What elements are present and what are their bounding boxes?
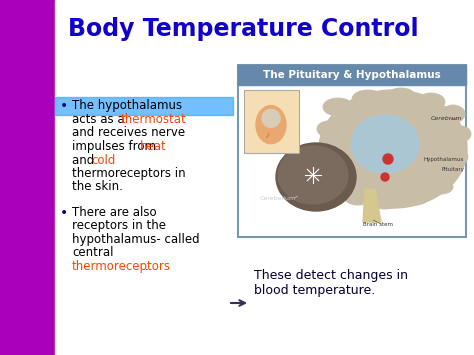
Ellipse shape: [429, 180, 453, 194]
Text: heat: heat: [140, 140, 167, 153]
Ellipse shape: [315, 146, 335, 162]
Bar: [0, 0, 55, 355]
Ellipse shape: [401, 189, 429, 205]
Bar: [60, 2, 474, 57]
Text: Brain stem: Brain stem: [363, 223, 393, 228]
Bar: [55, 0, 474, 355]
Text: receptors in the: receptors in the: [72, 219, 166, 233]
Text: impulses from: impulses from: [72, 140, 160, 153]
Text: the skin.: the skin.: [72, 180, 123, 193]
Ellipse shape: [386, 88, 416, 106]
Text: thermostat: thermostat: [120, 113, 186, 126]
Ellipse shape: [381, 173, 389, 181]
Ellipse shape: [323, 98, 353, 116]
Ellipse shape: [383, 154, 393, 164]
Ellipse shape: [441, 105, 465, 123]
Text: thermoreceptors: thermoreceptors: [72, 260, 171, 273]
Ellipse shape: [451, 126, 471, 142]
Text: Body Temperature Control: Body Temperature Control: [68, 17, 419, 41]
Ellipse shape: [448, 149, 468, 165]
Bar: [238, 65, 466, 85]
Text: Cerebrum: Cerebrum: [430, 116, 462, 121]
Text: hypothalamus- called: hypothalamus- called: [72, 233, 200, 246]
Ellipse shape: [262, 109, 280, 127]
Bar: [238, 65, 466, 237]
Text: acts as a: acts as a: [72, 113, 128, 126]
Ellipse shape: [344, 189, 372, 205]
Ellipse shape: [352, 90, 384, 108]
Text: •: •: [60, 99, 68, 113]
Text: Cerebellum: Cerebellum: [260, 197, 296, 202]
Text: The hypothalamus: The hypothalamus: [72, 99, 182, 113]
Text: The Pituitary & Hypothalamus: The Pituitary & Hypothalamus: [263, 70, 441, 80]
Polygon shape: [363, 189, 381, 222]
Text: cold: cold: [91, 153, 116, 166]
Ellipse shape: [370, 193, 400, 209]
Text: and: and: [72, 153, 98, 166]
Ellipse shape: [317, 121, 339, 137]
Text: Hypothalamus: Hypothalamus: [424, 157, 464, 162]
Bar: [0, 0, 474, 60]
Text: Pituitary: Pituitary: [441, 166, 464, 171]
Text: thermoreceptors in: thermoreceptors in: [72, 167, 186, 180]
Text: and receives nerve: and receives nerve: [72, 126, 185, 140]
Ellipse shape: [276, 143, 356, 211]
Bar: [244, 90, 299, 153]
Ellipse shape: [351, 115, 419, 173]
Text: These detect changes in
blood temperature.: These detect changes in blood temperatur…: [254, 269, 408, 297]
Ellipse shape: [319, 90, 467, 208]
Text: .: .: [145, 260, 148, 273]
Text: central: central: [72, 246, 113, 260]
Ellipse shape: [417, 93, 445, 111]
Text: There are also: There are also: [72, 206, 156, 219]
Ellipse shape: [278, 146, 348, 204]
Ellipse shape: [322, 170, 344, 184]
Ellipse shape: [256, 106, 286, 144]
Bar: [55, 97, 233, 115]
Text: •: •: [60, 206, 68, 219]
